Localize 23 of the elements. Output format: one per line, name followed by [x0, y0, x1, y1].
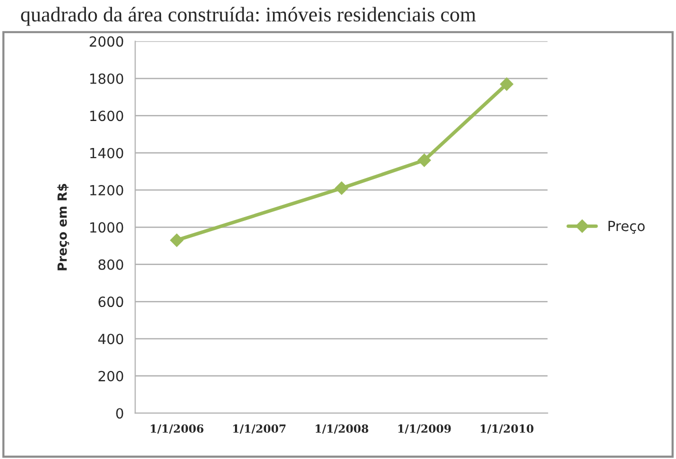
point: [418, 154, 431, 167]
y-tick-label: 1200: [90, 184, 124, 196]
y-tick-label: 600: [98, 296, 124, 308]
x-tick-label: 1/1/2006: [150, 424, 204, 434]
y-tick-label: 0: [116, 408, 124, 419]
y-tick-label: 1800: [90, 73, 124, 84]
x-tick-label: 1/1/2010: [480, 424, 534, 434]
point: [335, 182, 348, 195]
point: [170, 234, 184, 247]
point: [500, 77, 514, 91]
y-tick-label: 400: [98, 334, 124, 344]
text: quadrado da área construída: imóveis residenciais com: [21, 6, 476, 26]
legend-label: Preço: [608, 220, 645, 234]
x-tick-label: 1/1/2007: [233, 424, 286, 434]
y-tick-label: 200: [98, 370, 124, 382]
y-tick-label: 1600: [90, 110, 124, 122]
y-tick-label: 1000: [90, 222, 124, 233]
y-tick-label: 2000: [90, 36, 124, 47]
x-tick-label: 1/1/2008: [316, 424, 368, 434]
x-tick-label: 1/1/2009: [398, 424, 451, 434]
y-tick-label: 1400: [90, 148, 124, 158]
y-axis-title: Preço em R$: [57, 184, 70, 270]
y-tick-label: 800: [98, 259, 124, 270]
